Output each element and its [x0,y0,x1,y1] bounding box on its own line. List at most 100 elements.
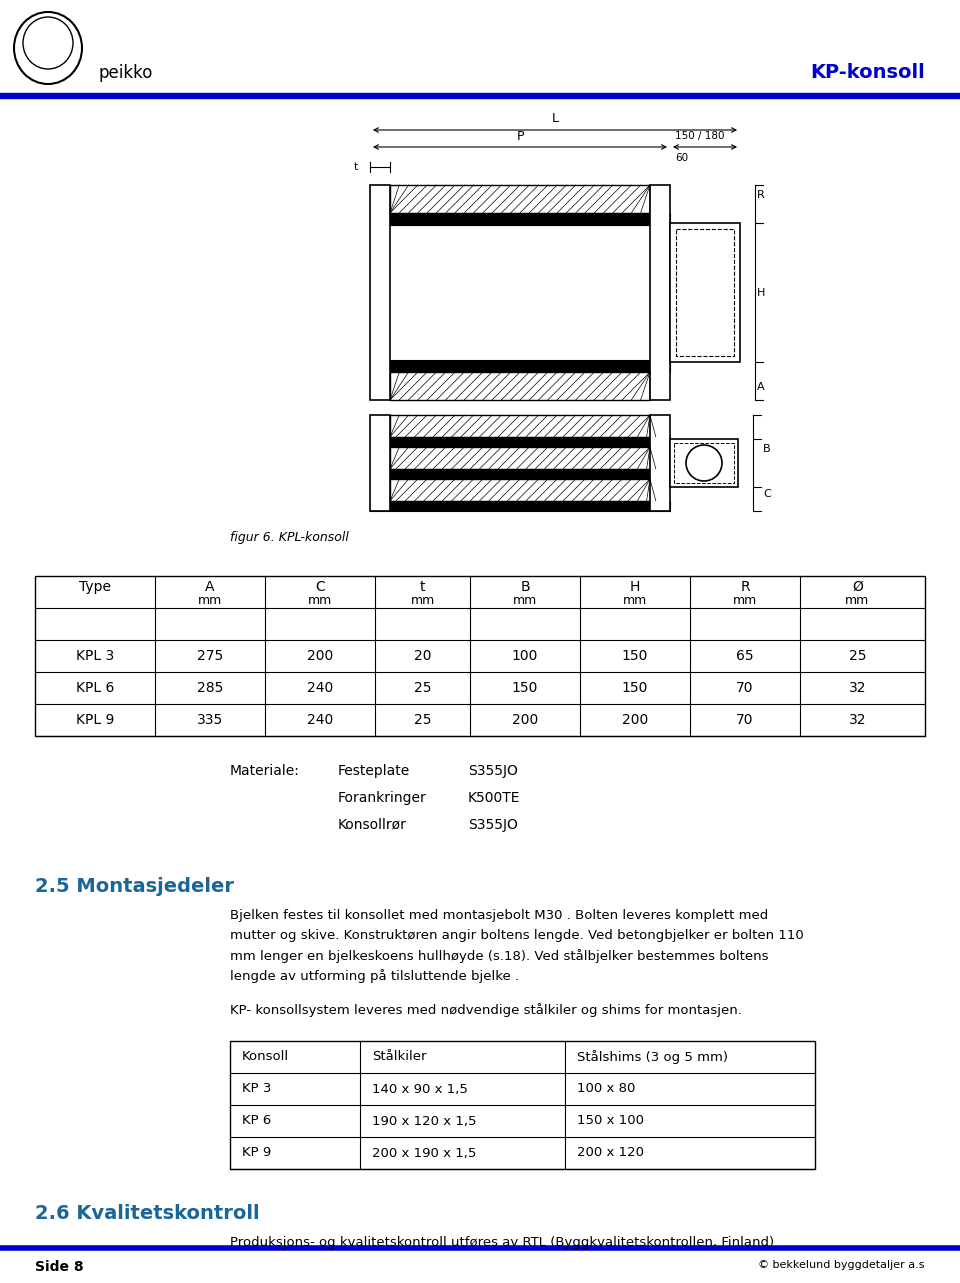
Text: 335: 335 [197,713,223,727]
Text: Forankringer: Forankringer [338,792,427,804]
Bar [0,92,960,98]
Text: 150 x 100: 150 x 100 [577,1115,644,1128]
Text: KP-konsoll: KP-konsoll [810,63,925,82]
Text: Materiale:: Materiale: [230,763,300,777]
Bar [370,213,670,225]
Text: 200 x 120: 200 x 120 [577,1147,644,1160]
Text: KP 6: KP 6 [242,1115,272,1128]
Bar [370,185,390,400]
Text: 200: 200 [622,713,648,727]
Bar [370,470,670,479]
Bar [390,372,650,400]
Text: 60: 60 [675,153,688,163]
Bar [650,414,670,511]
Text: 285: 285 [197,681,223,695]
Text: KP 9: KP 9 [242,1147,272,1160]
Bar [370,414,390,511]
Text: figur 6. KPL-konsoll: figur 6. KPL-konsoll [230,531,348,544]
Text: K500TE: K500TE [468,792,520,804]
Text: 200: 200 [307,649,333,663]
Bar [670,223,740,362]
Text: KPL 6: KPL 6 [76,681,114,695]
Text: © bekkelund byggdetaljer a.s: © bekkelund byggdetaljer a.s [758,1260,925,1270]
Text: Type: Type [79,580,111,594]
Bar [390,446,650,470]
Text: H: H [630,580,640,594]
Text: 150: 150 [622,681,648,695]
Text: B: B [520,580,530,594]
Text: Side 8: Side 8 [35,1260,84,1274]
Bar [370,361,670,372]
Text: 100 x 80: 100 x 80 [577,1083,636,1096]
Text: C: C [315,580,324,594]
Text: mm: mm [308,594,332,607]
Text: A: A [757,382,764,393]
Bar [650,185,670,400]
Text: 240: 240 [307,713,333,727]
Text: 140 x 90 x 1,5: 140 x 90 x 1,5 [372,1083,468,1096]
Text: 150 / 180: 150 / 180 [675,131,725,141]
Text: Stålkiler: Stålkiler [372,1051,426,1064]
Text: 70: 70 [736,713,754,727]
Bar [674,443,734,482]
Text: Ø: Ø [852,580,863,594]
Bar [370,438,670,446]
Text: KPL 9: KPL 9 [76,713,114,727]
Text: Bjelken festes til konsollet med montasjebolt M30 . Bolten leveres komplett med: Bjelken festes til konsollet med montasj… [230,908,768,922]
Text: C: C [763,489,771,499]
Text: H: H [757,287,765,298]
Bar [370,500,670,511]
Text: KP 3: KP 3 [242,1083,272,1096]
Text: t: t [420,580,425,594]
Text: 240: 240 [307,681,333,695]
Text: 32: 32 [849,713,866,727]
Text: 20: 20 [414,649,431,663]
Text: S355JO: S355JO [468,763,517,777]
Text: P: P [516,130,524,142]
Text: 25: 25 [849,649,866,663]
Text: Produksjons- og kvalitetskontroll utføres av RTL (Byggkvalitetskontrollen, Finla: Produksjons- og kvalitetskontroll utføre… [230,1236,774,1248]
Text: 200 x 190 x 1,5: 200 x 190 x 1,5 [372,1147,476,1160]
Text: 25: 25 [414,681,431,695]
Bar [230,1041,815,1169]
Text: R: R [757,190,765,200]
Text: Konsoll: Konsoll [242,1051,289,1064]
Text: 190 x 120 x 1,5: 190 x 120 x 1,5 [372,1115,476,1128]
Text: 32: 32 [849,681,866,695]
Text: 200: 200 [512,713,539,727]
Text: KP- konsollsystem leveres med nødvendige stålkiler og shims for montasjen.: KP- konsollsystem leveres med nødvendige… [230,1003,742,1017]
Text: KPL 3: KPL 3 [76,649,114,663]
Text: 150: 150 [622,649,648,663]
Bar [670,439,738,488]
Text: 25: 25 [414,713,431,727]
Text: 150: 150 [512,681,539,695]
Text: mm lenger en bjelkeskoens hullhøyde (s.18). Ved stålbjelker bestemmes boltens: mm lenger en bjelkeskoens hullhøyde (s.1… [230,949,769,964]
Text: Konsollrør: Konsollrør [338,819,407,831]
Text: 70: 70 [736,681,754,695]
Text: mutter og skive. Konstruktøren angir boltens lengde. Ved betongbjelker er bolten: mutter og skive. Konstruktøren angir bol… [230,929,804,942]
Text: 275: 275 [197,649,223,663]
Text: R: R [740,580,750,594]
Text: S355JO: S355JO [468,819,517,831]
Text: mm: mm [623,594,647,607]
Text: mm: mm [410,594,435,607]
Text: mm: mm [732,594,757,607]
Text: Stålshims (3 og 5 mm): Stålshims (3 og 5 mm) [577,1049,728,1064]
Text: B: B [763,444,771,454]
Bar [390,479,650,500]
Bar [390,414,650,438]
Text: peikko: peikko [98,64,153,82]
Text: L: L [551,112,559,124]
Bar [390,185,650,213]
Text: 100: 100 [512,649,539,663]
Text: mm: mm [513,594,538,607]
Text: 2.6 Kvalitetskontroll: 2.6 Kvalitetskontroll [35,1203,259,1223]
Text: t: t [353,162,358,172]
Bar [676,228,734,355]
Text: 65: 65 [736,649,754,663]
Text: 2.5 Montasjedeler: 2.5 Montasjedeler [35,878,234,896]
Text: mm: mm [198,594,222,607]
Text: lengde av utforming på tilsluttende bjelke .: lengde av utforming på tilsluttende bjel… [230,969,519,983]
Bar [35,576,925,736]
Text: mm: mm [846,594,870,607]
